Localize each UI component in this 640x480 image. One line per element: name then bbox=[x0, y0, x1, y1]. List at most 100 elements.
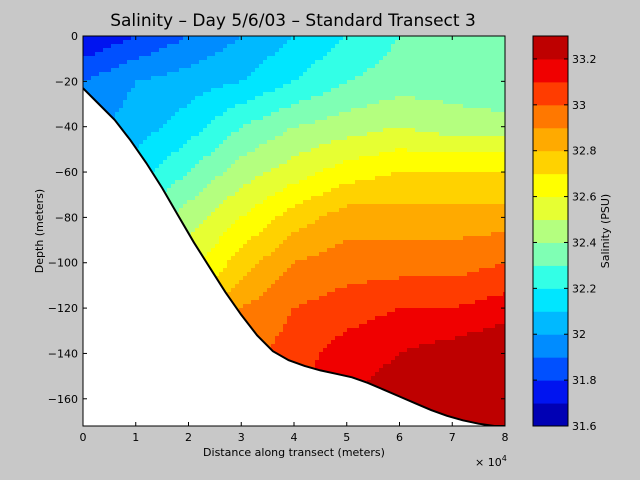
contour-cell bbox=[419, 88, 424, 93]
contour-cell bbox=[451, 212, 456, 217]
contour-cell bbox=[503, 96, 505, 101]
contour-cell bbox=[131, 124, 136, 129]
contour-cell bbox=[451, 108, 456, 113]
contour-cell bbox=[267, 64, 272, 69]
contour-cell bbox=[387, 220, 392, 225]
contour-cell bbox=[347, 176, 352, 181]
contour-cell bbox=[195, 68, 200, 73]
contour-cell bbox=[183, 120, 188, 125]
contour-cell bbox=[479, 184, 484, 189]
contour-cell bbox=[219, 100, 224, 105]
contour-cell bbox=[251, 96, 256, 101]
contour-cell bbox=[495, 36, 500, 41]
contour-cell bbox=[127, 92, 132, 97]
contour-cell bbox=[171, 108, 176, 113]
contour-cell bbox=[387, 108, 392, 113]
contour-cell bbox=[151, 72, 156, 77]
contour-cell bbox=[363, 200, 368, 205]
contour-cell bbox=[375, 128, 380, 133]
contour-cell bbox=[251, 124, 256, 129]
contour-cell bbox=[203, 36, 208, 41]
contour-cell bbox=[211, 60, 216, 65]
contour-cell bbox=[431, 80, 436, 85]
contour-cell bbox=[315, 112, 320, 117]
contour-cell bbox=[351, 204, 356, 209]
contour-cell bbox=[447, 48, 452, 53]
contour-cell bbox=[183, 136, 188, 141]
contour-cell bbox=[415, 156, 420, 161]
contour-cell bbox=[279, 196, 284, 201]
contour-cell bbox=[227, 124, 232, 129]
contour-cell bbox=[359, 120, 364, 125]
contour-cell bbox=[339, 44, 344, 49]
contour-cell bbox=[319, 72, 324, 77]
contour-cell bbox=[127, 104, 132, 109]
contour-cell bbox=[111, 112, 116, 117]
contour-cell bbox=[231, 96, 236, 101]
contour-cell bbox=[311, 124, 316, 129]
contour-cell bbox=[227, 208, 232, 213]
contour-cell bbox=[407, 148, 412, 153]
contour-cell bbox=[171, 144, 176, 149]
contour-cell bbox=[211, 64, 216, 69]
contour-cell bbox=[251, 148, 256, 153]
contour-cell bbox=[247, 208, 252, 213]
contour-cell bbox=[475, 160, 480, 165]
contour-cell bbox=[415, 120, 420, 125]
contour-cell bbox=[119, 36, 124, 41]
contour-cell bbox=[351, 40, 356, 45]
contour-cell bbox=[307, 76, 312, 81]
contour-cell bbox=[483, 48, 488, 53]
contour-cell bbox=[347, 84, 352, 89]
contour-cell bbox=[191, 172, 196, 177]
contour-cell bbox=[151, 104, 156, 109]
contour-cell bbox=[279, 204, 284, 209]
contour-cell bbox=[455, 44, 460, 49]
contour-cell bbox=[219, 88, 224, 93]
contour-cell bbox=[303, 96, 308, 101]
contour-cell bbox=[375, 76, 380, 81]
contour-cell bbox=[499, 88, 504, 93]
contour-cell bbox=[423, 100, 428, 105]
contour-cell bbox=[343, 64, 348, 69]
contour-cell bbox=[243, 152, 248, 157]
contour-cell bbox=[451, 88, 456, 93]
contour-cell bbox=[399, 96, 404, 101]
contour-cell bbox=[215, 212, 220, 217]
contour-cell bbox=[495, 84, 500, 89]
contour-cell bbox=[295, 216, 300, 221]
contour-cell bbox=[155, 96, 160, 101]
contour-cell bbox=[159, 68, 164, 73]
contour-cell bbox=[495, 200, 500, 205]
contour-cell bbox=[379, 172, 384, 177]
contour-cell bbox=[267, 164, 272, 169]
contour-cell bbox=[455, 200, 460, 205]
contour-cell bbox=[175, 48, 180, 53]
contour-cell bbox=[295, 108, 300, 113]
contour-cell bbox=[355, 96, 360, 101]
contour-cell bbox=[119, 96, 124, 101]
contour-cell bbox=[303, 48, 308, 53]
contour-cell bbox=[399, 172, 404, 177]
contour-cell bbox=[195, 56, 200, 61]
contour-cell bbox=[247, 160, 252, 165]
contour-cell bbox=[227, 104, 232, 109]
contour-cell bbox=[171, 200, 176, 205]
contour-cell bbox=[495, 100, 500, 105]
contour-cell bbox=[307, 196, 312, 201]
contour-cell bbox=[363, 60, 368, 65]
contour-cell bbox=[331, 192, 336, 197]
contour-cell bbox=[299, 100, 304, 105]
contour-cell bbox=[243, 100, 248, 105]
contour-cell bbox=[499, 80, 504, 85]
contour-cell bbox=[435, 196, 440, 201]
contour-cell bbox=[155, 44, 160, 49]
contour-cell bbox=[95, 56, 100, 61]
contour-cell bbox=[503, 100, 505, 105]
contour-cell bbox=[487, 80, 492, 85]
contour-cell bbox=[423, 148, 428, 153]
contour-cell bbox=[307, 208, 312, 213]
contour-cell bbox=[135, 64, 140, 69]
contour-cell bbox=[199, 120, 204, 125]
contour-cell bbox=[447, 196, 452, 201]
